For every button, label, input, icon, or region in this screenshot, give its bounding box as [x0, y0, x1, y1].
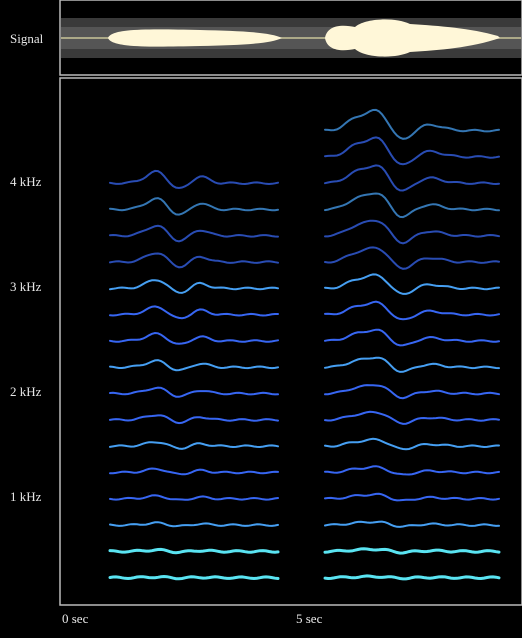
harmonic-trace — [324, 410, 500, 425]
harmonic-trace — [324, 356, 500, 373]
harmonic-trace — [323, 547, 501, 555]
harmonic-trace — [109, 441, 279, 450]
harmonic-trace — [108, 574, 280, 581]
harmonic-trace — [109, 359, 279, 372]
harmonic-trace — [109, 279, 279, 294]
harmonic-trace — [323, 574, 501, 581]
harmonic-trace — [324, 465, 500, 476]
harmonic-trace — [109, 305, 279, 320]
signal-label: Signal — [10, 31, 44, 46]
harmonic-trace — [109, 467, 279, 476]
frequency-label: 2 kHz — [10, 384, 42, 399]
frequency-label: 4 kHz — [10, 174, 42, 189]
harmonic-trace — [324, 219, 500, 245]
harmonic-trace — [324, 492, 500, 502]
time-label: 0 sec — [62, 611, 89, 626]
harmonic-trace — [109, 494, 279, 501]
harmonic-trace — [324, 136, 500, 166]
harmonic-trace — [324, 520, 500, 528]
harmonic-trace — [109, 521, 279, 528]
harmonic-trace — [324, 437, 500, 451]
frequency-label: 1 kHz — [10, 489, 42, 504]
signal-waveform — [108, 29, 282, 47]
time-label: 5 sec — [296, 611, 323, 626]
harmonic-trace — [324, 384, 500, 400]
harmonic-trace — [324, 192, 500, 219]
harmonics — [108, 108, 501, 581]
harmonic-trace — [324, 246, 500, 270]
harmonic-trace — [324, 108, 500, 140]
spectrogram-panel — [59, 77, 522, 606]
harmonic-trace — [109, 169, 279, 190]
frequency-label: 3 kHz — [10, 279, 42, 294]
harmonic-trace — [324, 164, 500, 192]
harmonic-trace — [109, 252, 279, 269]
signal-waveform — [325, 19, 500, 57]
harmonic-trace — [324, 328, 500, 347]
harmonic-trace — [109, 331, 279, 345]
harmonic-trace — [109, 224, 279, 243]
harmonic-trace — [324, 273, 500, 295]
harmonic-trace — [324, 300, 500, 321]
harmonic-trace — [109, 414, 279, 425]
harmonic-trace — [109, 386, 279, 398]
harmonic-trace — [109, 197, 279, 216]
harmonic-trace — [108, 547, 280, 555]
